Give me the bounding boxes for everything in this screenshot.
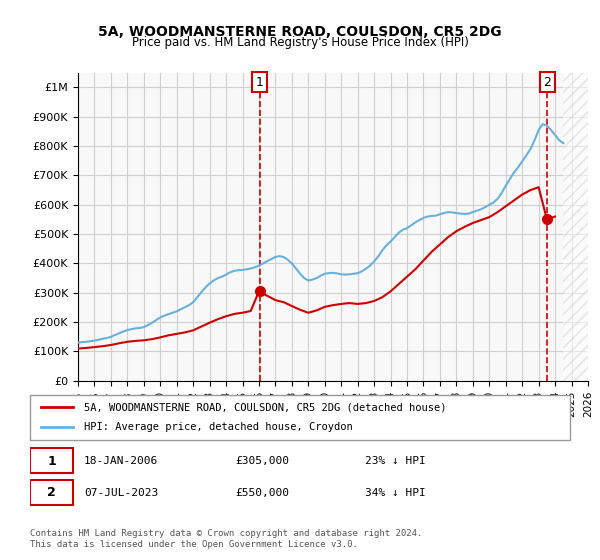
Text: 5A, WOODMANSTERNE ROAD, COULSDON, CR5 2DG (detached house): 5A, WOODMANSTERNE ROAD, COULSDON, CR5 2D… xyxy=(84,402,446,412)
Text: Contains HM Land Registry data © Crown copyright and database right 2024.
This d: Contains HM Land Registry data © Crown c… xyxy=(30,529,422,549)
Text: 5A, WOODMANSTERNE ROAD, COULSDON, CR5 2DG: 5A, WOODMANSTERNE ROAD, COULSDON, CR5 2D… xyxy=(98,25,502,39)
Text: 18-JAN-2006: 18-JAN-2006 xyxy=(84,456,158,466)
Text: 1: 1 xyxy=(256,76,264,88)
Text: 07-JUL-2023: 07-JUL-2023 xyxy=(84,488,158,498)
Text: £305,000: £305,000 xyxy=(235,456,289,466)
Text: Price paid vs. HM Land Registry's House Price Index (HPI): Price paid vs. HM Land Registry's House … xyxy=(131,36,469,49)
FancyBboxPatch shape xyxy=(30,480,73,505)
Text: 23% ↓ HPI: 23% ↓ HPI xyxy=(365,456,425,466)
Text: 34% ↓ HPI: 34% ↓ HPI xyxy=(365,488,425,498)
Text: 1: 1 xyxy=(47,455,56,468)
FancyBboxPatch shape xyxy=(30,449,73,473)
Text: 2: 2 xyxy=(47,486,56,500)
Text: HPI: Average price, detached house, Croydon: HPI: Average price, detached house, Croy… xyxy=(84,422,353,432)
Text: 2: 2 xyxy=(543,76,551,88)
Text: £550,000: £550,000 xyxy=(235,488,289,498)
FancyBboxPatch shape xyxy=(30,395,570,440)
